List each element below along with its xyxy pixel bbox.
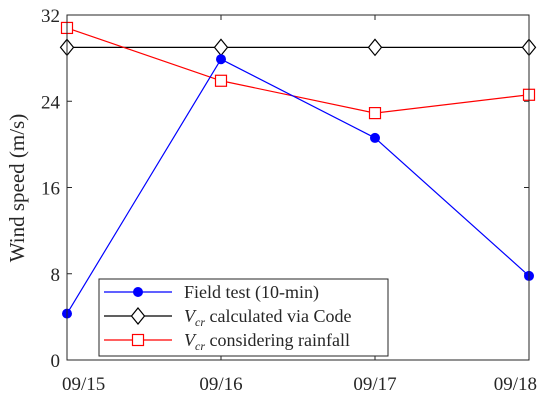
y-tick-label: 0: [51, 351, 61, 372]
axes: 09/15 09/16 09/17 09/18 0 8 16 24 32: [41, 6, 537, 395]
x-tick-labels: 09/15 09/16 09/17 09/18: [62, 374, 537, 395]
x-tick-label: 09/17: [353, 374, 396, 395]
x-tick-label: 09/16: [199, 374, 242, 395]
legend-label: Vcr calculated via Code: [184, 306, 351, 329]
y-tick-label: 8: [51, 265, 61, 286]
legend-label: Vcr considering rainfall: [184, 330, 350, 353]
data-point-field: [370, 132, 380, 143]
series-field: [62, 54, 534, 319]
series-line-rain: [66, 27, 530, 114]
data-point-rain: [214, 74, 228, 87]
y-tick-label: 32: [41, 6, 60, 27]
legend: Field test (10-min) Vcr calculated via Co…: [98, 278, 389, 357]
legend-item-rain: Vcr considering rainfall: [104, 330, 350, 353]
legend-label: Field test (10-min): [184, 282, 319, 303]
legend-swatch-marker: [131, 333, 145, 347]
series-layer: [59, 21, 537, 319]
y-tick-label: 16: [41, 179, 60, 200]
series-code: [59, 38, 537, 57]
legend-item-code: Vcr calculated via Code: [104, 306, 351, 329]
data-point-code: [367, 38, 383, 57]
legend-swatch-marker: [133, 287, 143, 297]
data-point-field: [216, 54, 226, 65]
y-axis-label: Wind speed (m/s): [5, 114, 29, 262]
y-tick-labels: 0 8 16 24 32: [41, 6, 61, 372]
legend-item-field: Field test (10-min): [104, 282, 319, 303]
x-tick-label: 09/15: [62, 374, 105, 395]
y-tick-label: 24: [41, 92, 61, 113]
legend-swatch-marker: [130, 307, 146, 325]
x-tick-label: 09/18: [494, 374, 537, 395]
legend-items: Field test (10-min) Vcr calculated via Co…: [104, 282, 351, 353]
series-line-field: [66, 58, 530, 314]
data-point-rain: [368, 107, 382, 120]
plot-frame: [66, 14, 530, 361]
